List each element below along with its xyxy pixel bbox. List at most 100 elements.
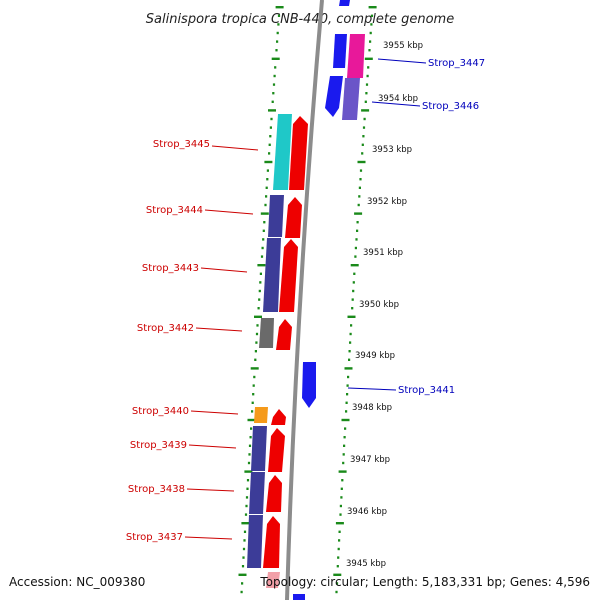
minor-tick [367, 66, 370, 69]
cds-reverse [339, 0, 350, 6]
minor-tick [344, 427, 347, 430]
minor-tick [338, 530, 341, 533]
major-tick [254, 315, 262, 318]
minor-tick [246, 487, 249, 490]
minor-tick [357, 203, 360, 207]
minor-tick [370, 14, 374, 17]
minor-tick [273, 74, 276, 78]
minor-tick [265, 186, 268, 189]
scale-label: 3945 kbp [346, 559, 386, 569]
major-tick [250, 367, 259, 370]
inner-tick-track [238, 6, 284, 594]
minor-tick [346, 393, 349, 396]
minor-tick [369, 31, 372, 35]
minor-tick [349, 341, 352, 344]
minor-tick [352, 281, 355, 284]
cds-forward [266, 475, 282, 512]
minor-tick [262, 229, 265, 232]
minor-tick [266, 178, 269, 181]
major-tick [335, 522, 344, 525]
major-tick [241, 522, 250, 525]
major-tick [361, 109, 370, 112]
minor-tick [340, 487, 343, 490]
minor-tick [256, 324, 259, 327]
minor-tick [370, 23, 373, 26]
cds-reverse [333, 34, 347, 68]
minor-tick [250, 427, 253, 430]
minor-tick [352, 289, 355, 293]
gene-label: Strop_3446 [422, 101, 479, 112]
outer-tick-track [333, 6, 377, 594]
scale-label: 3950 kbp [359, 300, 399, 310]
minor-tick [337, 556, 340, 559]
minor-tick [258, 289, 261, 293]
scale-label: 3954 kbp [378, 94, 418, 104]
major-tick [368, 6, 377, 9]
feature-track [247, 0, 365, 600]
minor-tick [277, 14, 281, 17]
minor-tick [241, 565, 245, 568]
scale-label: 3951 kbp [363, 248, 403, 258]
cds-indigo [263, 238, 281, 312]
scale-label: 3952 kbp [367, 197, 407, 207]
gene-label: Strop_3447 [428, 58, 485, 69]
cds-indigo [249, 472, 265, 514]
minor-tick [346, 384, 349, 387]
minor-tick [351, 298, 354, 301]
minor-tick [247, 461, 251, 465]
minor-tick [245, 496, 249, 499]
gene-label: Strop_3438 [128, 484, 185, 495]
cds-forward [271, 409, 286, 425]
minor-tick [244, 513, 248, 516]
cds-reverse [325, 76, 343, 117]
minor-tick [365, 83, 369, 86]
minor-tick [248, 453, 251, 456]
minor-tick [361, 143, 364, 146]
scale-labels: 3955 kbp 3954 kbp 3953 kbp 3952 kbp 3951… [346, 41, 423, 569]
minor-tick [361, 152, 364, 155]
major-tick [257, 264, 266, 267]
genome-backbone [285, 0, 324, 600]
minor-tick [270, 117, 273, 121]
minor-tick [269, 126, 272, 129]
minor-tick [253, 375, 256, 379]
minor-tick [245, 504, 248, 508]
minor-tick [241, 582, 244, 585]
minor-tick [277, 23, 280, 26]
minor-tick [339, 504, 342, 508]
minor-tick [269, 135, 272, 138]
cds-gray [259, 318, 274, 348]
cds-forward [289, 116, 308, 190]
minor-tick [240, 590, 243, 594]
major-tick [347, 315, 356, 318]
gene-label: Strop_3442 [137, 323, 194, 334]
minor-tick [268, 143, 271, 146]
cds-forward [285, 197, 302, 238]
minor-tick [348, 358, 351, 361]
minor-tick [243, 539, 246, 542]
scale-label: 3953 kbp [372, 145, 412, 155]
scale-label: 3948 kbp [352, 403, 392, 413]
minor-tick [276, 31, 279, 35]
major-tick [333, 573, 342, 576]
scale-label: 3949 kbp [355, 351, 395, 361]
major-tick [341, 418, 350, 422]
minor-tick [362, 126, 366, 129]
minor-tick [259, 281, 262, 284]
major-tick [344, 367, 353, 370]
cds-forward [276, 319, 292, 350]
minor-tick [336, 565, 339, 568]
cds-reverse [293, 594, 305, 600]
cds-orange [254, 407, 268, 423]
minor-tick [335, 582, 339, 585]
minor-tick [358, 186, 361, 189]
minor-tick [340, 496, 343, 499]
cds-purple [342, 78, 360, 120]
minor-tick [254, 358, 257, 361]
minor-tick [363, 117, 366, 121]
major-tick [354, 212, 363, 215]
minor-tick [255, 341, 258, 344]
minor-tick [251, 410, 254, 413]
major-tick [268, 109, 276, 112]
minor-tick [258, 298, 261, 301]
